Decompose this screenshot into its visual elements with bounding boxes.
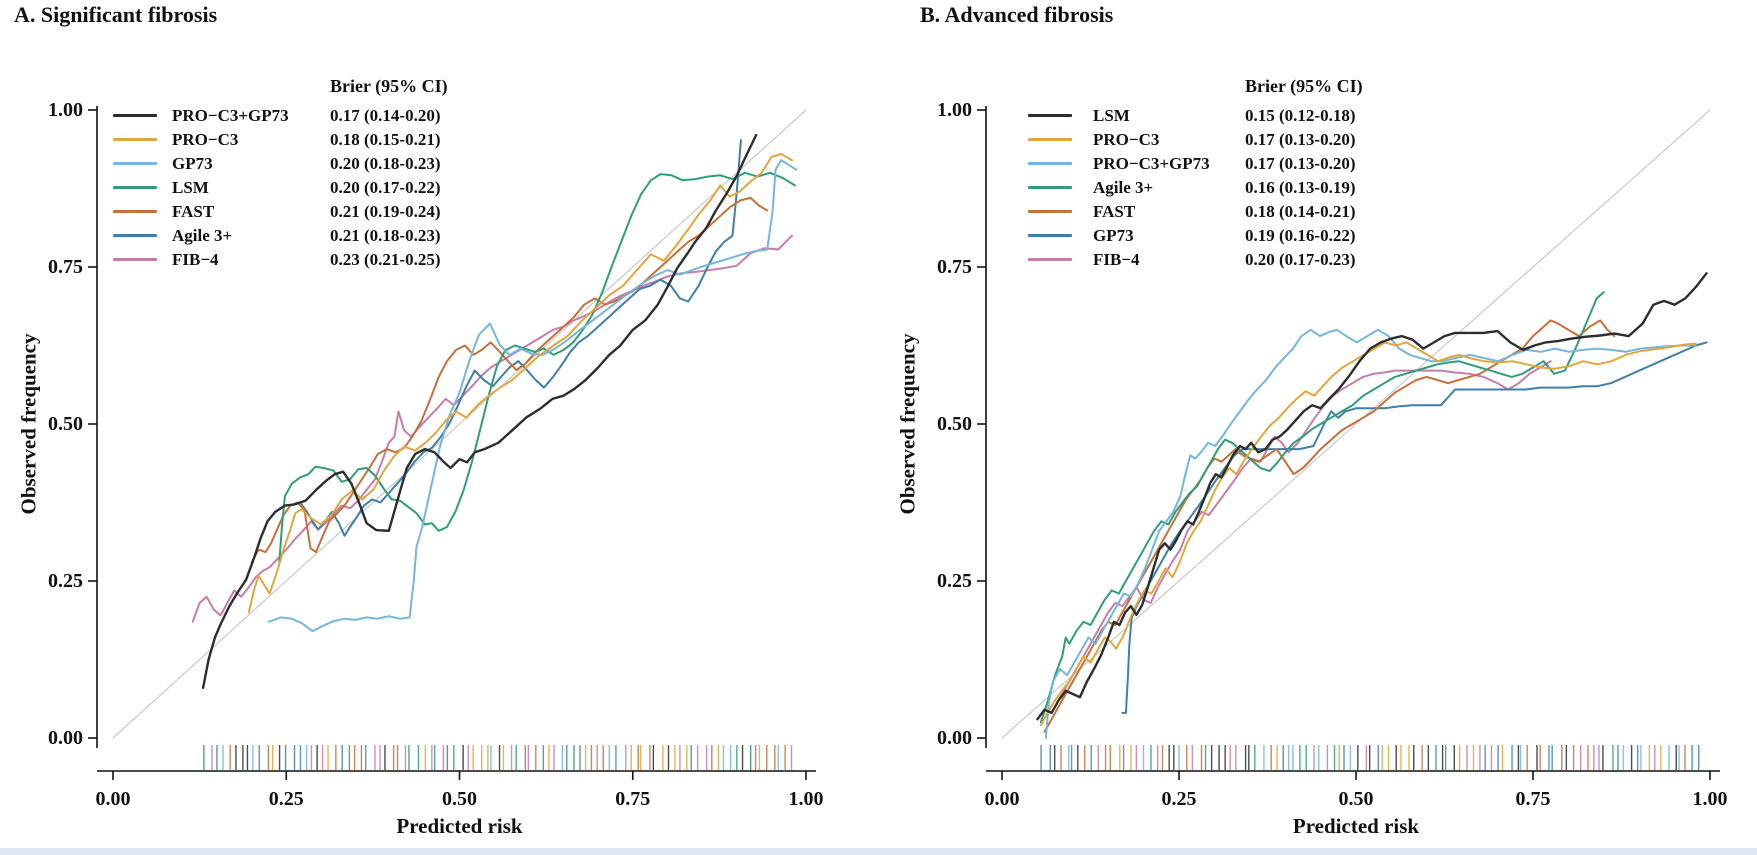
series-line-pro-c3	[1039, 341, 1697, 727]
series-line-fib-4	[1057, 360, 1552, 702]
x-tick-label: 0.50	[442, 788, 477, 810]
series-line-lsm	[278, 171, 796, 564]
x-axis-label: Predicted risk	[396, 814, 523, 838]
x-tick-label: 0.25	[1161, 788, 1197, 810]
y-tick-label: 0.50	[48, 413, 83, 435]
x-tick-label: 1.00	[788, 788, 824, 810]
series-line-agile-3-	[300, 139, 742, 537]
y-tick-label: 1.00	[48, 99, 83, 121]
rug-marks	[203, 745, 793, 770]
x-axis-label: Predicted risk	[1292, 814, 1420, 838]
y-tick-label: 0.75	[48, 256, 83, 278]
panel-a-title: A. Significant fibrosis	[14, 2, 218, 27]
panel-b-title: B. Advanced fibrosis	[920, 2, 1114, 27]
y-tick-label: 0.75	[937, 256, 972, 278]
reference-diagonal	[112, 109, 807, 739]
series-line-pro-c3-gp73	[1044, 328, 1697, 739]
x-tick-label: 0.00	[95, 788, 131, 810]
x-tick-label: 1.00	[1692, 788, 1728, 810]
y-tick-label: 0.50	[937, 413, 972, 435]
y-tick-label: 0.25	[937, 570, 972, 592]
calibration-plot-a	[88, 106, 816, 780]
series-line-pro-c3	[247, 153, 794, 614]
y-tick-label: 0.00	[48, 727, 83, 749]
series-line-pro-c3-gp73	[201, 133, 758, 689]
x-tick-label: 0.25	[268, 788, 304, 810]
reference-diagonal	[1001, 109, 1711, 739]
series-line-gp73	[1121, 341, 1708, 714]
y-tick-label: 0.00	[937, 727, 972, 749]
bottom-strip	[0, 848, 1757, 855]
y-tick-label: 1.00	[937, 99, 972, 121]
y-tick-label: 0.25	[48, 570, 83, 592]
panel-advanced-fibrosis: B. Advanced fibrosis Observed frequency …	[879, 0, 1757, 855]
x-tick-label: 0.75	[615, 788, 651, 810]
series-line-fib-4	[191, 234, 794, 623]
series-line-gp73	[267, 159, 798, 633]
x-tick-label: 0.00	[984, 788, 1020, 810]
x-tick-label: 0.75	[1515, 788, 1551, 810]
series-line-lsm	[1036, 272, 1708, 721]
panel-significant-fibrosis: A. Significant fibrosis Observed frequen…	[0, 0, 878, 855]
series-line-agile-3-	[1039, 291, 1605, 724]
calibration-plot-b	[977, 106, 1720, 780]
series-line-fast	[1043, 319, 1616, 733]
series-line-fast	[250, 196, 769, 564]
rug-marks	[1040, 745, 1700, 770]
x-tick-label: 0.50	[1338, 788, 1374, 810]
